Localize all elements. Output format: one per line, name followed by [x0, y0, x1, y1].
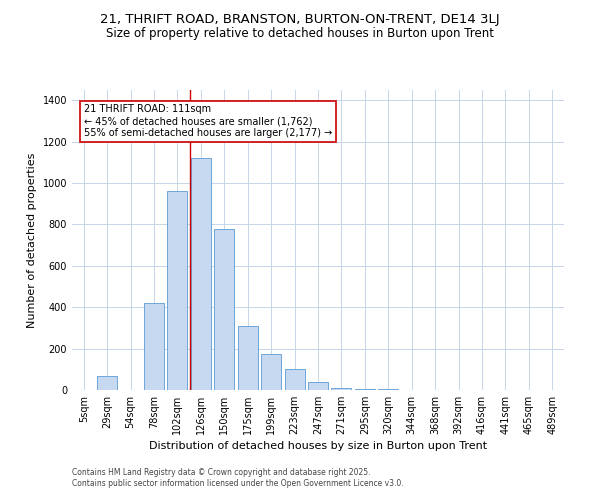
X-axis label: Distribution of detached houses by size in Burton upon Trent: Distribution of detached houses by size …: [149, 441, 487, 451]
Bar: [214, 228, 234, 390]
Text: Contains HM Land Registry data © Crown copyright and database right 2025.
Contai: Contains HM Land Registry data © Crown c…: [72, 468, 404, 487]
Bar: [144, 303, 164, 390]
Bar: [238, 326, 257, 390]
Bar: [167, 192, 187, 390]
Text: Size of property relative to detached houses in Burton upon Trent: Size of property relative to detached ho…: [106, 28, 494, 40]
Bar: [261, 354, 281, 390]
Text: 21, THRIFT ROAD, BRANSTON, BURTON-ON-TRENT, DE14 3LJ: 21, THRIFT ROAD, BRANSTON, BURTON-ON-TRE…: [100, 12, 500, 26]
Bar: [331, 388, 352, 390]
Bar: [191, 158, 211, 390]
Text: 21 THRIFT ROAD: 111sqm
← 45% of detached houses are smaller (1,762)
55% of semi-: 21 THRIFT ROAD: 111sqm ← 45% of detached…: [84, 104, 332, 138]
Bar: [284, 370, 305, 390]
Y-axis label: Number of detached properties: Number of detached properties: [27, 152, 37, 328]
Bar: [97, 376, 117, 390]
Bar: [308, 382, 328, 390]
Bar: [355, 389, 375, 390]
